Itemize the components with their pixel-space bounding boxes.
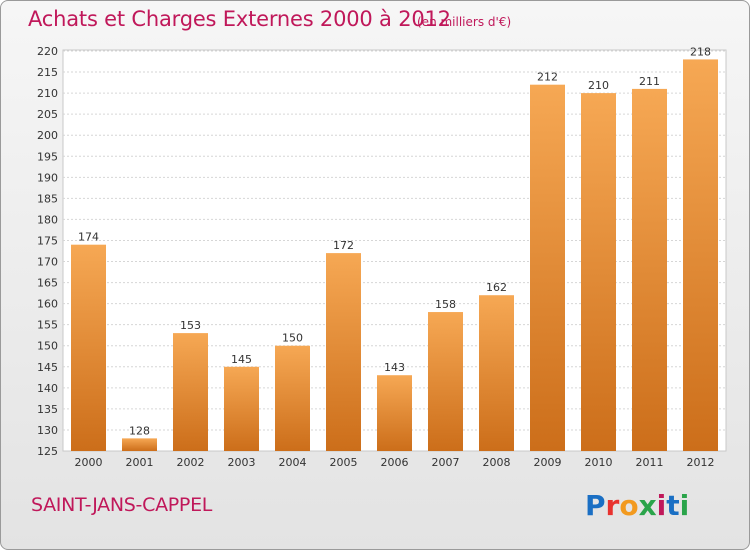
x-tick-label: 2001 xyxy=(126,456,154,469)
x-tick-label: 2002 xyxy=(177,456,205,469)
logo-letter: P xyxy=(585,489,606,522)
bar-2011 xyxy=(632,88,667,451)
bars: 174 128 153 145 150 172 143 158 162 212 210 211 218 xyxy=(71,45,718,452)
bar-2012 xyxy=(683,59,718,451)
bar-2009 xyxy=(530,84,565,452)
x-tick-label: 2000 xyxy=(75,456,103,469)
y-tick-label: 160 xyxy=(37,298,58,311)
bar-2002 xyxy=(173,333,208,451)
x-tick-label: 2011 xyxy=(636,456,664,469)
logo-letter: x xyxy=(638,489,657,522)
bar-2007 xyxy=(428,312,463,451)
data-label: 128 xyxy=(129,424,150,437)
data-label: 174 xyxy=(78,231,99,244)
x-tick-label: 2010 xyxy=(585,456,613,469)
chart-subtitle: (en milliers d'€) xyxy=(417,15,512,29)
logo-letter: i xyxy=(679,489,690,522)
data-label: 211 xyxy=(639,75,660,88)
logo-letter: r xyxy=(605,489,620,522)
x-axis-ticks: 2000 2001 2002 2003 2004 2005 2006 2007 2008 2009… xyxy=(75,456,715,469)
y-tick-label: 135 xyxy=(37,403,58,416)
y-tick-label: 165 xyxy=(37,277,58,290)
bar-2004 xyxy=(275,345,310,451)
data-label: 210 xyxy=(588,79,609,92)
data-label: 143 xyxy=(384,361,405,374)
y-tick-label: 130 xyxy=(37,424,58,437)
y-tick-label: 200 xyxy=(37,129,58,142)
y-tick-label: 125 xyxy=(37,445,58,458)
data-label: 212 xyxy=(537,71,558,84)
y-tick-label: 185 xyxy=(37,192,58,205)
bar-2005 xyxy=(326,253,361,451)
y-tick-label: 145 xyxy=(37,361,58,374)
data-label: 218 xyxy=(690,45,711,58)
bar-2003 xyxy=(224,366,259,451)
logo-letter: i xyxy=(656,489,667,522)
y-tick-label: 140 xyxy=(37,382,58,395)
x-tick-label: 2012 xyxy=(687,456,715,469)
data-label: 162 xyxy=(486,281,507,294)
bar-2010 xyxy=(581,93,616,452)
bar-2000 xyxy=(71,244,106,451)
y-tick-label: 155 xyxy=(37,319,58,332)
y-axis-ticks: 125 130 135 140 145 150 155 160 165 170 175 180 185 1… xyxy=(37,45,58,458)
bar-2008 xyxy=(479,295,514,451)
logo-letter: o xyxy=(619,489,639,522)
bar-2001 xyxy=(122,438,157,451)
chart-title: Achats et Charges Externes 2000 à 2012 xyxy=(28,7,451,31)
x-tick-label: 2004 xyxy=(279,456,307,469)
data-label: 158 xyxy=(435,298,456,311)
y-tick-label: 215 xyxy=(37,66,58,79)
bar-2006 xyxy=(377,375,412,451)
proxiti-logo: Proxiti xyxy=(585,489,689,522)
y-tick-label: 180 xyxy=(37,213,58,226)
x-tick-label: 2005 xyxy=(330,456,358,469)
y-tick-label: 150 xyxy=(37,340,58,353)
data-label: 150 xyxy=(282,332,303,345)
x-tick-label: 2007 xyxy=(432,456,460,469)
data-label: 172 xyxy=(333,239,354,252)
x-tick-label: 2008 xyxy=(483,456,511,469)
x-tick-label: 2006 xyxy=(381,456,409,469)
x-tick-label: 2009 xyxy=(534,456,562,469)
y-tick-label: 205 xyxy=(37,108,58,121)
data-label: 153 xyxy=(180,319,201,332)
commune-name: SAINT-JANS-CAPPEL xyxy=(31,494,213,516)
y-tick-label: 220 xyxy=(37,45,58,58)
y-tick-label: 210 xyxy=(37,87,58,100)
y-tick-label: 195 xyxy=(37,150,58,163)
y-tick-label: 190 xyxy=(37,171,58,184)
y-tick-label: 175 xyxy=(37,234,58,247)
x-tick-label: 2003 xyxy=(228,456,256,469)
y-tick-label: 170 xyxy=(37,256,58,269)
logo-letter: t xyxy=(666,489,680,522)
data-label: 145 xyxy=(231,353,252,366)
